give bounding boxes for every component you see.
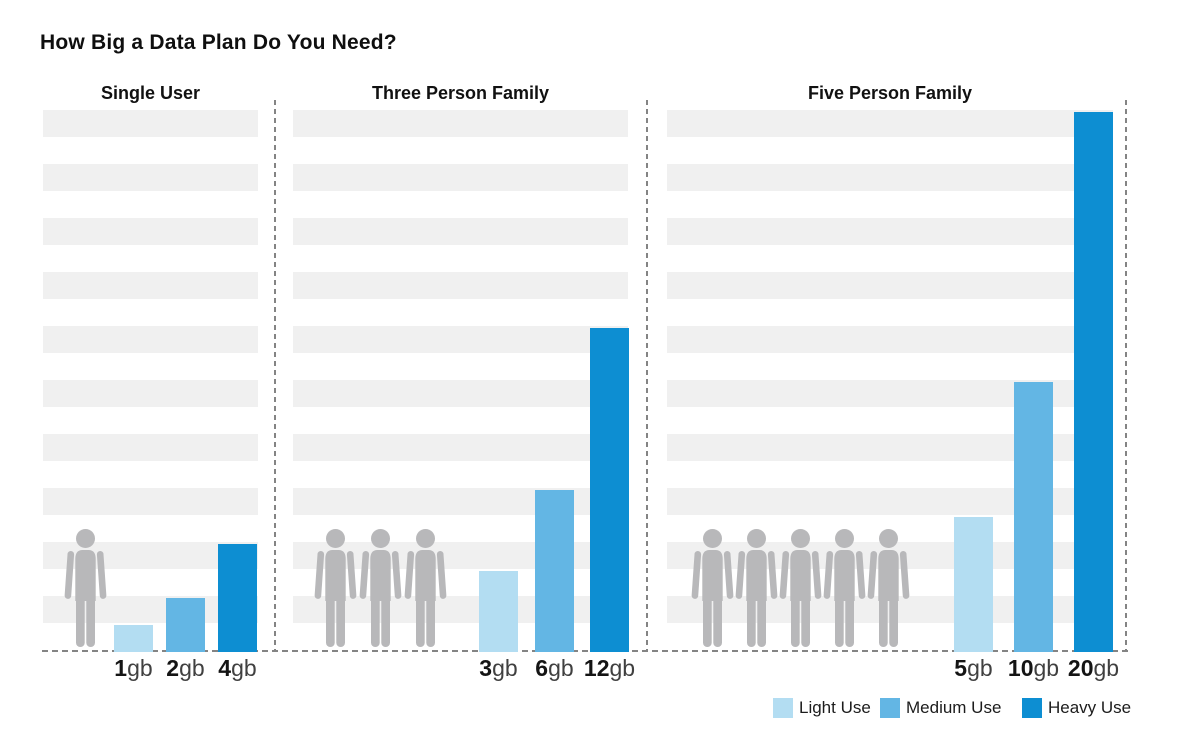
bar-value-label: 20gb: [1049, 655, 1139, 681]
bar-3gb: [479, 571, 518, 652]
zebra-stripe-row: [43, 272, 258, 299]
bar-value-number: 5: [954, 655, 968, 681]
panel-divider-dashed: [274, 100, 276, 652]
bar-5gb: [954, 517, 993, 652]
person-icon: [866, 529, 911, 649]
zebra-stripe-row: [43, 380, 258, 407]
zebra-stripe-row: [293, 380, 628, 407]
bar-value-unit: gb: [231, 655, 257, 681]
bar-value-label: 10gb: [989, 655, 1079, 681]
bar-value-unit: gb: [179, 655, 205, 681]
legend-swatch-light: [773, 697, 793, 718]
zebra-stripe-row: [43, 488, 258, 515]
legend-swatch-medium: [880, 697, 900, 718]
legend-label: Medium Use: [906, 698, 1002, 717]
bar-value-unit: gb: [967, 655, 993, 681]
bar-4gb: [218, 544, 257, 652]
bar-value-label: 2gb: [141, 655, 231, 681]
bar-value-label: 4gb: [193, 655, 283, 681]
legend-item-light-use: Light Use: [773, 697, 871, 718]
person-icon: [734, 529, 779, 649]
legend-item-heavy-use: Heavy Use: [1022, 697, 1131, 718]
legend-label: Heavy Use: [1048, 698, 1132, 717]
bar-value-label: 3gb: [454, 655, 544, 681]
bar-value-number: 10: [1007, 655, 1034, 681]
bar-value-unit: gb: [127, 655, 153, 681]
bar-value-unit: gb: [1033, 655, 1060, 681]
zebra-stripe-row: [293, 110, 628, 137]
panel-title: Three Person Family: [371, 83, 550, 103]
bar-value-unit: gb: [492, 655, 518, 681]
bar-1gb: [114, 625, 153, 652]
zebra-stripe-row: [667, 110, 1113, 137]
panel-title: Single User: [100, 83, 201, 103]
person-icon: [778, 529, 823, 649]
person-icon: [63, 529, 108, 649]
zebra-stripe-row: [293, 164, 628, 191]
baseline-dashed-line: [42, 650, 1129, 652]
panel-divider-dashed: [1125, 100, 1127, 652]
zebra-stripe-row: [293, 326, 628, 353]
person-icon: [313, 529, 358, 649]
bar-2gb: [166, 598, 205, 652]
zebra-stripe-row: [667, 218, 1113, 245]
bar-value-label: 5gb: [929, 655, 1019, 681]
zebra-stripe-row: [43, 218, 258, 245]
bar-20gb: [1074, 112, 1113, 652]
bar-value-number: 2: [166, 655, 180, 681]
person-icon: [690, 529, 735, 649]
bar-value-number: 12: [583, 655, 610, 681]
legend-label: Light Use: [799, 698, 871, 717]
panel-title: Five Person Family: [807, 83, 973, 103]
bar-value-label: 6gb: [510, 655, 600, 681]
zebra-stripe-row: [667, 164, 1113, 191]
person-icon: [822, 529, 867, 649]
zebra-stripe-row: [667, 326, 1113, 353]
page-title: How Big a Data Plan Do You Need?: [40, 31, 397, 54]
bar-value-number: 4: [218, 655, 232, 681]
bar-6gb: [535, 490, 574, 652]
zebra-stripe-row: [293, 434, 628, 461]
bar-value-number: 20: [1067, 655, 1094, 681]
zebra-stripe-row: [43, 326, 258, 353]
panel-divider-dashed: [646, 100, 648, 652]
bar-value-number: 6: [535, 655, 549, 681]
bar-value-unit: gb: [548, 655, 574, 681]
legend-swatch-heavy: [1022, 697, 1042, 718]
zebra-stripe-row: [43, 164, 258, 191]
bar-value-label: 1gb: [89, 655, 179, 681]
zebra-stripe-row: [43, 434, 258, 461]
bar-12gb: [590, 328, 629, 652]
bar-value-unit: gb: [1093, 655, 1120, 681]
zebra-stripe-row: [43, 110, 258, 137]
zebra-stripe-row: [293, 488, 628, 515]
bar-10gb: [1014, 382, 1053, 652]
person-icon: [403, 529, 448, 649]
bar-value-unit: gb: [609, 655, 636, 681]
legend-item-medium-use: Medium Use: [880, 697, 1001, 718]
zebra-stripe-row: [667, 272, 1113, 299]
bar-value-number: 3: [479, 655, 493, 681]
bar-value-label: 12gb: [565, 655, 655, 681]
bar-value-number: 1: [114, 655, 128, 681]
zebra-stripe-row: [293, 218, 628, 245]
person-icon: [358, 529, 403, 649]
zebra-stripe-row: [293, 272, 628, 299]
